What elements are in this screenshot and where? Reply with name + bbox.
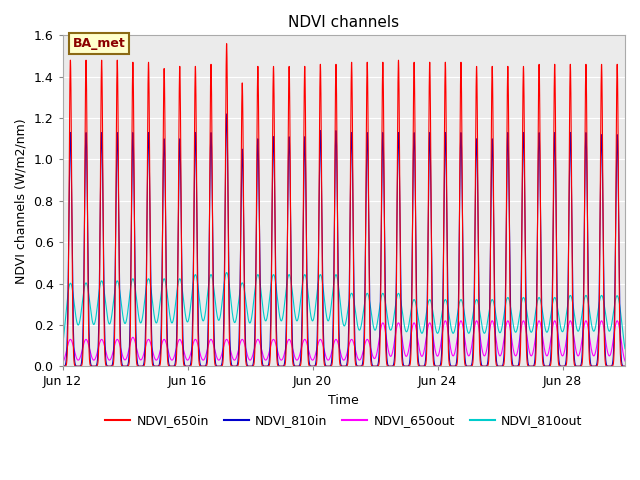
X-axis label: Time: Time bbox=[328, 394, 359, 407]
Text: BA_met: BA_met bbox=[73, 37, 125, 50]
Y-axis label: NDVI channels (W/m2/nm): NDVI channels (W/m2/nm) bbox=[15, 118, 28, 284]
Legend: NDVI_650in, NDVI_810in, NDVI_650out, NDVI_810out: NDVI_650in, NDVI_810in, NDVI_650out, NDV… bbox=[100, 409, 588, 432]
Title: NDVI channels: NDVI channels bbox=[288, 15, 399, 30]
